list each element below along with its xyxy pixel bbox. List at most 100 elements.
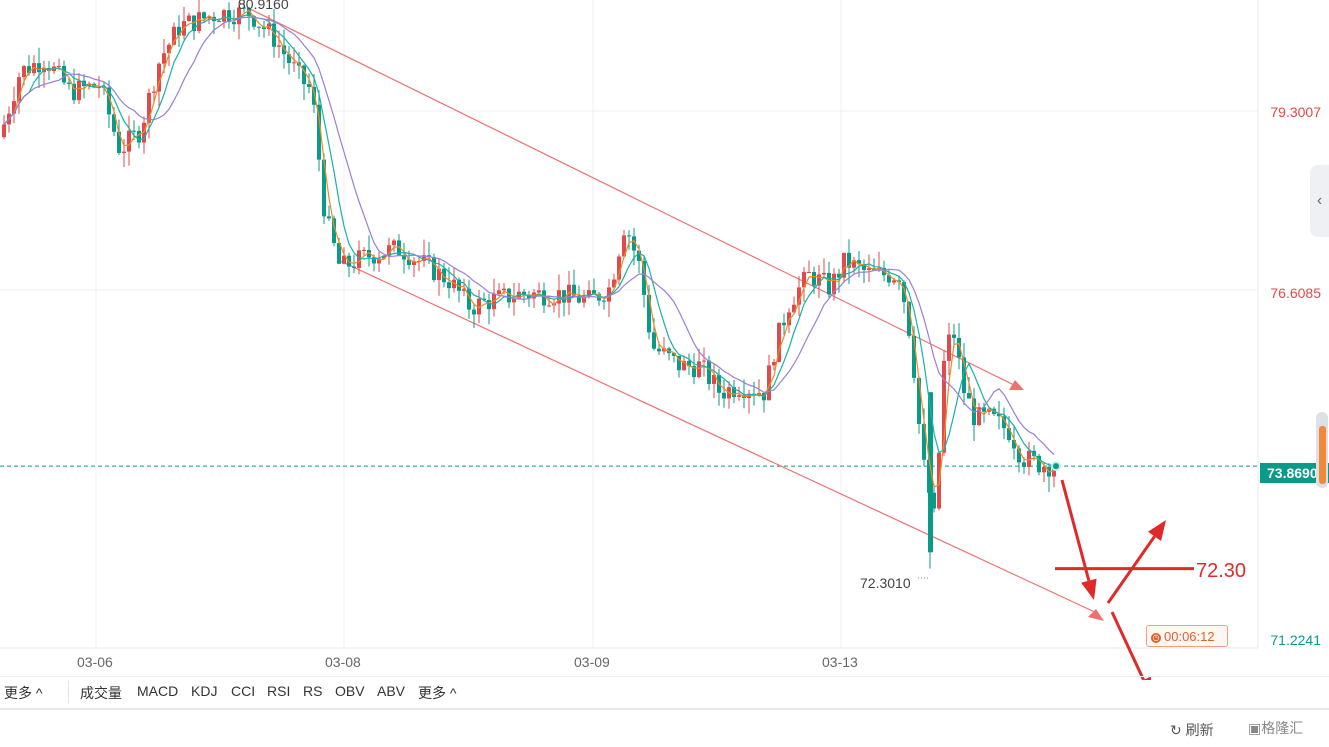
low-annotation: 72.3010 [860, 575, 911, 591]
indicator-rsi[interactable]: RSI [267, 683, 291, 699]
x-tick-1: 03-06 [77, 654, 113, 670]
candle-body-164 [822, 272, 826, 275]
candle-body-74 [372, 257, 376, 264]
candle-body-91 [457, 279, 461, 291]
indicator-obv[interactable]: OBV [335, 683, 365, 699]
candle-body-61 [307, 84, 311, 87]
candle-body-178 [892, 280, 896, 283]
indicator-rs[interactable]: RS [303, 683, 323, 699]
channel-upper-line [247, 7, 1019, 388]
candle-body-107 [537, 290, 541, 293]
candle-body-43 [217, 21, 221, 23]
candle-body-55 [277, 45, 281, 47]
candle-body-88 [442, 268, 446, 283]
candle-body-5 [27, 66, 31, 74]
candle-body-101 [507, 288, 511, 303]
indicator-macd[interactable]: MACD [137, 683, 179, 699]
x-tick-4: 03-13 [822, 654, 858, 670]
indicator-volume[interactable]: 成交量 [80, 685, 122, 701]
candle-body-181 [907, 302, 911, 336]
price-chart[interactable] [0, 0, 1329, 680]
candle-body-29 [147, 92, 151, 123]
candle-body-77 [387, 245, 391, 256]
candle-body-81 [407, 259, 411, 265]
candle-body-117 [587, 290, 591, 297]
y-tick-1: 79.3007 [1270, 104, 1321, 120]
moving-average-3 [3, 16, 1055, 455]
candle-body-37 [187, 15, 191, 22]
candle-body-4 [22, 66, 26, 78]
collapse-panel-tab[interactable]: ‹ [1310, 165, 1329, 237]
candle-body-154 [772, 361, 776, 366]
candle-body-58 [292, 62, 296, 64]
candle-body-203 [1017, 448, 1021, 463]
more-right-button[interactable]: 更多 ^ [418, 685, 457, 701]
moving-average-1 [3, 9, 1055, 488]
candle-body-56 [282, 45, 286, 55]
candle-body-32 [162, 53, 166, 64]
indicator-abv[interactable]: ABV [377, 683, 406, 699]
logo-icon: ▣ [1248, 720, 1262, 736]
candle-body-202 [1012, 439, 1016, 449]
candle-body-192 [962, 357, 966, 394]
indicator-cci[interactable]: CCI [231, 683, 256, 699]
candle-body-210 [1052, 469, 1056, 477]
candle-body-48 [242, 7, 246, 9]
refresh-label: 刷新 [1185, 722, 1214, 738]
candle-body-95 [477, 298, 481, 315]
candle-body-47 [237, 7, 241, 25]
candle-body-75 [377, 258, 381, 264]
refresh-button[interactable]: ↻ 刷新 [1170, 720, 1214, 740]
candle-body-63 [317, 104, 321, 160]
candle-body-116 [582, 296, 586, 303]
candle-body-204 [1022, 462, 1026, 467]
candle-body-9 [47, 67, 51, 72]
candle-body-134 [672, 353, 676, 356]
candle-body-191 [957, 337, 961, 358]
candle-body-183 [917, 377, 921, 424]
candle-body-161 [807, 271, 811, 273]
candle-body-39 [197, 12, 201, 32]
candle-body-168 [842, 252, 846, 278]
more-left-button[interactable]: 更多 ^ [4, 685, 43, 701]
current-price-badge: 73.8690 [1260, 463, 1329, 483]
candle-body-23 [117, 131, 121, 154]
candle-body-173 [867, 268, 871, 270]
candle-body-71 [357, 250, 361, 268]
candle-body-25 [127, 130, 131, 152]
candle-body-64 [322, 159, 326, 217]
candle-body-97 [487, 300, 491, 310]
candle-body-15 [77, 80, 81, 101]
chart-area[interactable]: 79.3007 76.6085 73.8690 71.2241 03-06 03… [0, 0, 1329, 680]
footer: ↻ 刷新 ▣格隆汇 [0, 708, 1329, 747]
candle-body-11 [57, 65, 61, 67]
candle-body-84 [422, 255, 426, 261]
candle-body-139 [697, 361, 701, 378]
zoom-scroll-fill [1319, 426, 1326, 484]
candle-body-141 [707, 360, 711, 384]
candle-body-7 [37, 63, 41, 73]
target-price-label: 72.30 [1196, 560, 1247, 582]
candle-body-114 [572, 284, 576, 296]
candle-body-170 [852, 260, 856, 268]
candle-body-76 [382, 255, 386, 259]
channel-upper-arrow [1009, 380, 1024, 390]
candle-body-51 [257, 26, 261, 28]
y-tick-2: 76.6085 [1270, 285, 1321, 301]
candle-body-124 [622, 235, 626, 257]
candle-body-156 [782, 322, 786, 326]
candle-body-70 [352, 266, 356, 268]
candle-body-34 [172, 26, 176, 45]
refresh-icon: ↻ [1170, 722, 1182, 738]
channel-lower-arrow [1088, 609, 1104, 621]
candle-body-40 [202, 12, 206, 19]
candle-body-160 [802, 272, 806, 288]
clock-icon: ◷ [1151, 632, 1161, 643]
candle-body-130 [652, 332, 656, 349]
candle-body-184 [922, 423, 926, 460]
candle-body-78 [392, 240, 396, 246]
current-price-dot [1051, 461, 1061, 472]
candle-body-45 [227, 10, 231, 22]
candle-body-22 [112, 114, 116, 132]
indicator-kdj[interactable]: KDJ [191, 683, 218, 699]
